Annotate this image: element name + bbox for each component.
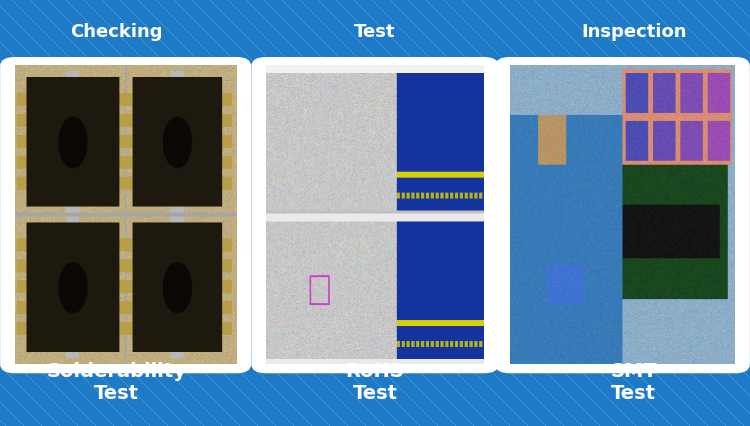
FancyBboxPatch shape xyxy=(253,58,497,372)
Text: RoHS
Test: RoHS Test xyxy=(346,362,404,403)
Text: Inspection: Inspection xyxy=(581,23,686,41)
Text: Checking: Checking xyxy=(70,23,163,41)
FancyBboxPatch shape xyxy=(496,58,748,372)
Text: SMT
Test: SMT Test xyxy=(610,362,657,403)
Text: Solderability
Test: Solderability Test xyxy=(46,362,186,403)
Text: Test: Test xyxy=(354,23,396,41)
FancyBboxPatch shape xyxy=(2,58,250,372)
